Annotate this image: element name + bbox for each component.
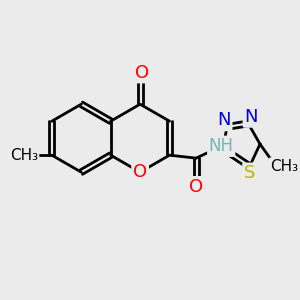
Text: S: S bbox=[244, 164, 255, 182]
Text: CH₃: CH₃ bbox=[10, 148, 38, 163]
Text: O: O bbox=[189, 178, 203, 196]
Text: NH: NH bbox=[209, 137, 234, 155]
Text: N: N bbox=[244, 108, 258, 126]
Text: O: O bbox=[134, 64, 148, 82]
Text: O: O bbox=[133, 163, 147, 181]
Text: CH₃: CH₃ bbox=[270, 159, 298, 174]
Text: N: N bbox=[217, 112, 231, 130]
